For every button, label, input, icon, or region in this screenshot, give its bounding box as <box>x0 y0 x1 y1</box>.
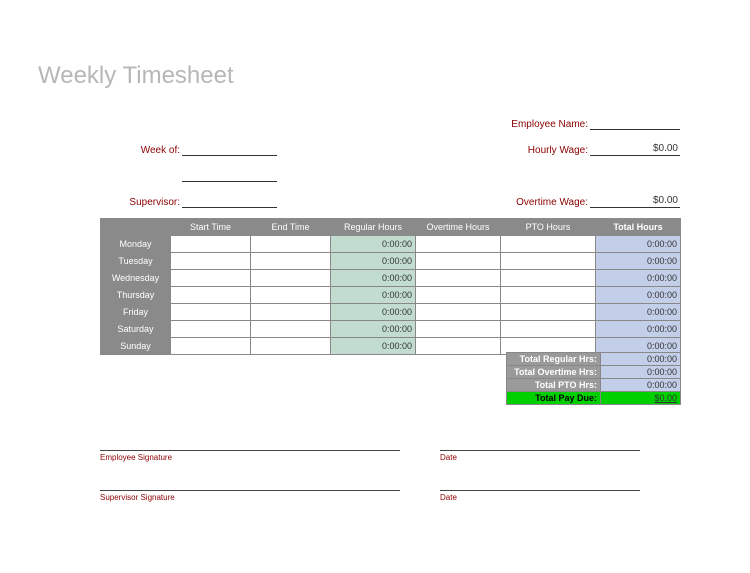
overtime-cell[interactable] <box>416 253 501 270</box>
table-row: Friday 0:00:00 0:00:00 <box>101 304 681 321</box>
total-pto-value: 0:00:00 <box>601 379 681 392</box>
start-cell[interactable] <box>171 287 251 304</box>
employee-signature-label: Employee Signature <box>100 450 400 462</box>
pto-cell[interactable] <box>501 304 596 321</box>
day-cell: Sunday <box>101 338 171 355</box>
day-cell: Monday <box>101 236 171 253</box>
supervisor-label: Supervisor: <box>100 197 180 208</box>
regular-cell: 0:00:00 <box>331 253 416 270</box>
supervisor-signature-label: Supervisor Signature <box>100 490 400 502</box>
total-overtime-value: 0:00:00 <box>601 366 681 379</box>
hourly-wage-value: $0.00 <box>653 143 678 154</box>
summary-table: Total Regular Hrs: 0:00:00 Total Overtim… <box>506 352 681 405</box>
employee-signature-date-label: Date <box>440 450 640 462</box>
regular-cell: 0:00:00 <box>331 270 416 287</box>
summary-row-overtime: Total Overtime Hrs: 0:00:00 <box>507 366 681 379</box>
end-cell[interactable] <box>251 270 331 287</box>
total-regular-label: Total Regular Hrs: <box>507 353 601 366</box>
week-of-field-extra[interactable] <box>182 169 277 182</box>
day-cell: Saturday <box>101 321 171 338</box>
summary-row-pay: Total Pay Due: $0.00 <box>507 392 681 405</box>
pto-cell[interactable] <box>501 270 596 287</box>
end-cell[interactable] <box>251 287 331 304</box>
total-pay-label: Total Pay Due: <box>507 392 601 405</box>
overtime-wage-label: Overtime Wage: <box>478 197 588 208</box>
start-cell[interactable] <box>171 304 251 321</box>
summary-row-pto: Total PTO Hrs: 0:00:00 <box>507 379 681 392</box>
end-cell[interactable] <box>251 253 331 270</box>
signature-row-2: Supervisor Signature Date <box>100 490 680 502</box>
end-cell[interactable] <box>251 236 331 253</box>
total-cell: 0:00:00 <box>596 236 681 253</box>
hourly-wage-label: Hourly Wage: <box>478 145 588 156</box>
start-cell[interactable] <box>171 253 251 270</box>
overtime-cell[interactable] <box>416 287 501 304</box>
regular-cell: 0:00:00 <box>331 287 416 304</box>
regular-cell: 0:00:00 <box>331 304 416 321</box>
week-of-field[interactable] <box>182 143 277 156</box>
total-pay-value: $0.00 <box>601 392 681 405</box>
overtime-cell[interactable] <box>416 270 501 287</box>
timesheet-table: Start Time End Time Regular Hours Overti… <box>100 218 681 355</box>
start-cell[interactable] <box>171 321 251 338</box>
employee-name-field[interactable] <box>590 117 680 130</box>
day-cell: Friday <box>101 304 171 321</box>
end-cell[interactable] <box>251 304 331 321</box>
total-cell: 0:00:00 <box>596 321 681 338</box>
table-row: Tuesday 0:00:00 0:00:00 <box>101 253 681 270</box>
pto-cell[interactable] <box>501 236 596 253</box>
regular-cell: 0:00:00 <box>331 338 416 355</box>
start-cell[interactable] <box>171 338 251 355</box>
overtime-wage-value: $0.00 <box>653 195 678 206</box>
total-pto-label: Total PTO Hrs: <box>507 379 601 392</box>
end-cell[interactable] <box>251 338 331 355</box>
end-cell[interactable] <box>251 321 331 338</box>
overtime-cell[interactable] <box>416 338 501 355</box>
total-cell: 0:00:00 <box>596 253 681 270</box>
overtime-wage-field[interactable]: $0.00 <box>590 195 680 208</box>
col-total-header: Total Hours <box>596 219 681 236</box>
overtime-cell[interactable] <box>416 321 501 338</box>
regular-cell: 0:00:00 <box>331 321 416 338</box>
header-fields: Employee Name: Week of: Hourly Wage: $0.… <box>100 112 680 216</box>
table-row: Wednesday 0:00:00 0:00:00 <box>101 270 681 287</box>
day-cell: Wednesday <box>101 270 171 287</box>
overtime-cell[interactable] <box>416 236 501 253</box>
day-cell: Thursday <box>101 287 171 304</box>
supervisor-field[interactable] <box>182 195 277 208</box>
start-cell[interactable] <box>171 236 251 253</box>
table-row: Monday 0:00:00 0:00:00 <box>101 236 681 253</box>
total-regular-value: 0:00:00 <box>601 353 681 366</box>
table-row: Saturday 0:00:00 0:00:00 <box>101 321 681 338</box>
summary-row-regular: Total Regular Hrs: 0:00:00 <box>507 353 681 366</box>
col-start-header: Start Time <box>171 219 251 236</box>
table-row: Thursday 0:00:00 0:00:00 <box>101 287 681 304</box>
start-cell[interactable] <box>171 270 251 287</box>
total-cell: 0:00:00 <box>596 287 681 304</box>
day-cell: Tuesday <box>101 253 171 270</box>
signature-row-1: Employee Signature Date <box>100 450 680 462</box>
employee-name-label: Employee Name: <box>478 119 588 130</box>
overtime-cell[interactable] <box>416 304 501 321</box>
col-end-header: End Time <box>251 219 331 236</box>
col-pto-header: PTO Hours <box>501 219 596 236</box>
pto-cell[interactable] <box>501 287 596 304</box>
total-overtime-label: Total Overtime Hrs: <box>507 366 601 379</box>
col-overtime-header: Overtime Hours <box>416 219 501 236</box>
page-title: Weekly Timesheet <box>38 62 234 90</box>
col-regular-header: Regular Hours <box>331 219 416 236</box>
week-of-label: Week of: <box>100 145 180 156</box>
hourly-wage-field[interactable]: $0.00 <box>590 143 680 156</box>
table-header-row: Start Time End Time Regular Hours Overti… <box>101 219 681 236</box>
supervisor-signature-date-label: Date <box>440 490 640 502</box>
pto-cell[interactable] <box>501 253 596 270</box>
pto-cell[interactable] <box>501 321 596 338</box>
total-cell: 0:00:00 <box>596 270 681 287</box>
col-day-header <box>101 219 171 236</box>
total-cell: 0:00:00 <box>596 304 681 321</box>
regular-cell: 0:00:00 <box>331 236 416 253</box>
